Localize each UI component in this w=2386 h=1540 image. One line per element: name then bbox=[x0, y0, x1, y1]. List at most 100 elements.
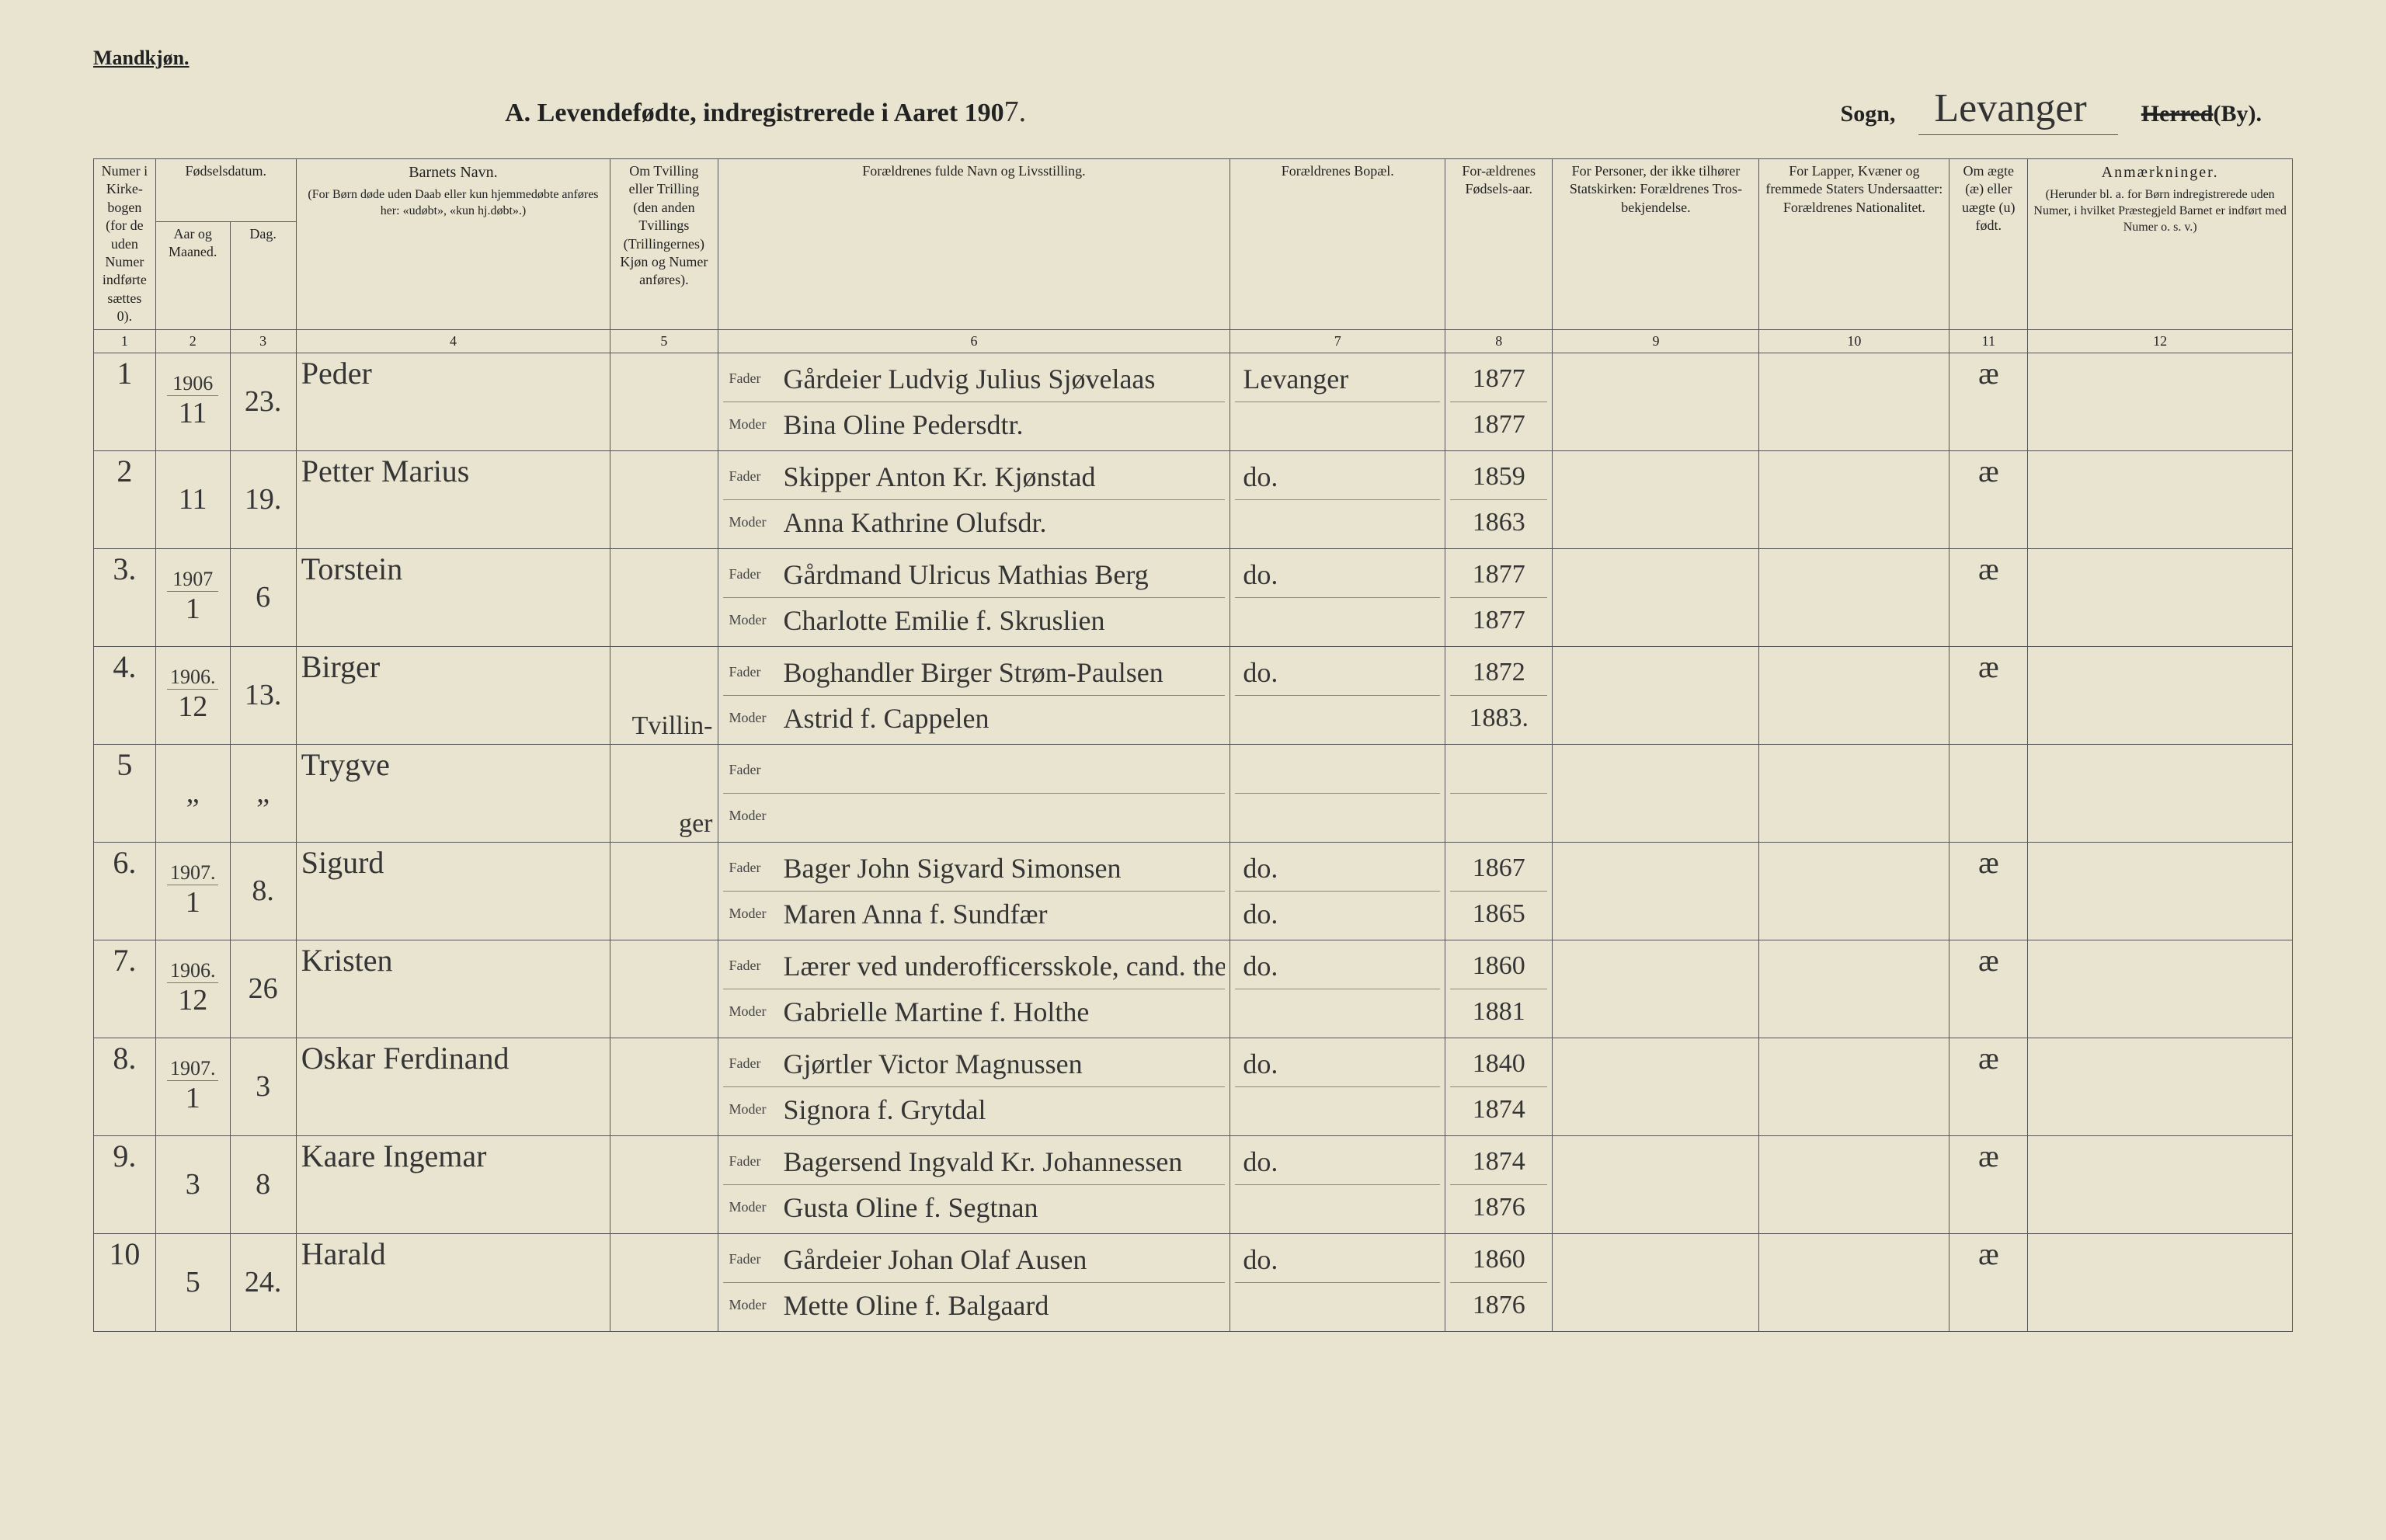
child-name: Kristen bbox=[296, 940, 610, 1038]
col-header-1: Numer i Kirke-bogen (for de uden Numer i… bbox=[94, 159, 156, 330]
row-number: 8. bbox=[94, 1038, 156, 1135]
col-header-7: Forældrenes Bopæl. bbox=[1230, 159, 1445, 330]
nationality-cell bbox=[1759, 1233, 1949, 1331]
parents-birth-years: 18401874 bbox=[1445, 1038, 1553, 1135]
child-name: Trygve bbox=[296, 744, 610, 842]
table-row: 5„„TrygvegerFaderModer bbox=[94, 744, 2293, 842]
religion-cell bbox=[1553, 940, 1759, 1038]
remarks-cell bbox=[2028, 450, 2293, 548]
parents-names: FaderLærer ved underofficersskole, cand.… bbox=[718, 940, 1230, 1038]
parents-names: FaderModer bbox=[718, 744, 1230, 842]
nationality-cell bbox=[1759, 1038, 1949, 1135]
religion-cell bbox=[1553, 1038, 1759, 1135]
parents-residence: do. bbox=[1230, 1038, 1445, 1135]
col-header-3: Dag. bbox=[230, 221, 296, 329]
row-number: 10 bbox=[94, 1233, 156, 1331]
religion-cell bbox=[1553, 842, 1759, 940]
legitimacy-cell: æ bbox=[1949, 842, 2028, 940]
col-header-8: For-ældrenes Fødsels-aar. bbox=[1445, 159, 1553, 330]
parents-birth-years: 18771877 bbox=[1445, 548, 1553, 646]
birth-year-month: 1906.12 bbox=[155, 646, 230, 744]
column-number-row: 1 2 3 4 5 6 7 8 9 10 11 12 bbox=[94, 329, 2293, 353]
remarks-cell bbox=[2028, 1135, 2293, 1233]
twin-note bbox=[610, 548, 718, 646]
col-header-6: Forældrenes fulde Navn og Livsstilling. bbox=[718, 159, 1230, 330]
birth-day: 8. bbox=[230, 842, 296, 940]
religion-cell bbox=[1553, 1233, 1759, 1331]
religion-cell bbox=[1553, 450, 1759, 548]
ledger-page: Mandkjøn. A. Levendefødte, indregistrere… bbox=[0, 0, 2386, 1540]
parents-residence: do. bbox=[1230, 1135, 1445, 1233]
child-name: Petter Marius bbox=[296, 450, 610, 548]
child-name: Peder bbox=[296, 353, 610, 450]
table-row: 9.38Kaare IngemarFaderBagersend Ingvald … bbox=[94, 1135, 2293, 1233]
parents-residence: do.do. bbox=[1230, 842, 1445, 940]
birth-year-month: 19071 bbox=[155, 548, 230, 646]
legitimacy-cell bbox=[1949, 744, 2028, 842]
sogn-label: Sogn, bbox=[1841, 101, 1896, 127]
legitimacy-cell: æ bbox=[1949, 646, 2028, 744]
row-number: 6. bbox=[94, 842, 156, 940]
birth-day: 26 bbox=[230, 940, 296, 1038]
col-header-5: Om Tvilling eller Trilling (den anden Tv… bbox=[610, 159, 718, 330]
parents-birth-years bbox=[1445, 744, 1553, 842]
parents-birth-years: 18671865 bbox=[1445, 842, 1553, 940]
table-row: 10524.HaraldFaderGårdeier Johan Olaf Aus… bbox=[94, 1233, 2293, 1331]
table-row: 6.1907.18.SigurdFaderBager John Sigvard … bbox=[94, 842, 2293, 940]
birth-day: 13. bbox=[230, 646, 296, 744]
twin-note bbox=[610, 1135, 718, 1233]
birth-day: 8 bbox=[230, 1135, 296, 1233]
gender-header: Mandkjøn. bbox=[93, 47, 2293, 70]
remarks-cell bbox=[2028, 1038, 2293, 1135]
row-number: 1 bbox=[94, 353, 156, 450]
birth-day: 23. bbox=[230, 353, 296, 450]
parents-names: FaderBoghandler Birger Strøm-PaulsenMode… bbox=[718, 646, 1230, 744]
legitimacy-cell: æ bbox=[1949, 353, 2028, 450]
parents-birth-years: 18741876 bbox=[1445, 1135, 1553, 1233]
row-number: 2 bbox=[94, 450, 156, 548]
twin-note bbox=[610, 1233, 718, 1331]
remarks-cell bbox=[2028, 1233, 2293, 1331]
legitimacy-cell: æ bbox=[1949, 450, 2028, 548]
legitimacy-cell: æ bbox=[1949, 1233, 2028, 1331]
col-header-12: Anmærkninger. (Herunder bl. a. for Børn … bbox=[2028, 159, 2293, 330]
legitimacy-cell: æ bbox=[1949, 548, 2028, 646]
parents-residence: do. bbox=[1230, 548, 1445, 646]
birth-year-month: 1906.12 bbox=[155, 940, 230, 1038]
table-row: 119061123.PederFaderGårdeier Ludvig Juli… bbox=[94, 353, 2293, 450]
religion-cell bbox=[1553, 548, 1759, 646]
child-name: Kaare Ingemar bbox=[296, 1135, 610, 1233]
col-header-9: For Personer, der ikke tilhører Statskir… bbox=[1553, 159, 1759, 330]
parents-names: FaderGjørtler Victor MagnussenModerSigno… bbox=[718, 1038, 1230, 1135]
parents-residence: do. bbox=[1230, 940, 1445, 1038]
nationality-cell bbox=[1759, 842, 1949, 940]
remarks-cell bbox=[2028, 940, 2293, 1038]
herred-by: Herred(By). bbox=[2141, 101, 2262, 127]
nationality-cell bbox=[1759, 744, 1949, 842]
parents-birth-years: 18771877 bbox=[1445, 353, 1553, 450]
row-number: 4. bbox=[94, 646, 156, 744]
parents-residence: Levanger bbox=[1230, 353, 1445, 450]
twin-note bbox=[610, 842, 718, 940]
nationality-cell bbox=[1759, 1135, 1949, 1233]
child-name: Oskar Ferdinand bbox=[296, 1038, 610, 1135]
religion-cell bbox=[1553, 353, 1759, 450]
birth-year-month: 11 bbox=[155, 450, 230, 548]
parents-residence: do. bbox=[1230, 1233, 1445, 1331]
birth-year-month: „ bbox=[155, 744, 230, 842]
legitimacy-cell: æ bbox=[1949, 1135, 2028, 1233]
parents-residence: do. bbox=[1230, 646, 1445, 744]
birth-year-month: 3 bbox=[155, 1135, 230, 1233]
birth-day: 19. bbox=[230, 450, 296, 548]
twin-note: ger bbox=[610, 744, 718, 842]
child-name: Sigurd bbox=[296, 842, 610, 940]
nationality-cell bbox=[1759, 353, 1949, 450]
col-header-date-group: Fødselsdatum. bbox=[155, 159, 296, 222]
twin-note bbox=[610, 450, 718, 548]
remarks-cell bbox=[2028, 548, 2293, 646]
row-number: 5 bbox=[94, 744, 156, 842]
parents-birth-years: 18591863 bbox=[1445, 450, 1553, 548]
remarks-cell bbox=[2028, 646, 2293, 744]
parents-names: FaderBager John Sigvard SimonsenModerMar… bbox=[718, 842, 1230, 940]
remarks-cell bbox=[2028, 842, 2293, 940]
